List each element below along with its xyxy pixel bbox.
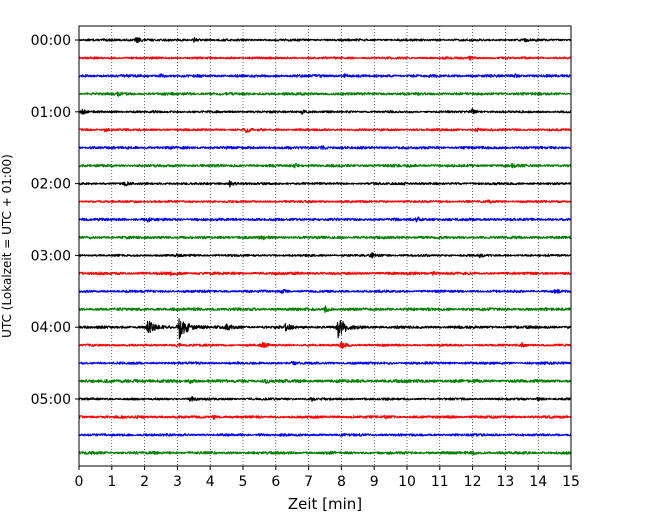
trace-00:00 <box>78 36 572 44</box>
trace-04:45 <box>78 378 572 385</box>
trace-01:45 <box>78 162 572 169</box>
x-axis-ticks: 0 1 2 3 4 5 6 7 8 9 10 11 12 13 14 15 <box>75 466 580 490</box>
y-axis-label: UTC (Lokalzeit = UTC + 01:00) <box>0 154 14 338</box>
trace-03:30 <box>78 288 572 294</box>
x-tick-label: 10 <box>398 474 416 490</box>
x-tick-label: 12 <box>464 474 482 490</box>
x-tick-label: 2 <box>140 474 149 490</box>
trace-02:15 <box>78 199 572 204</box>
trace-00:45 <box>78 91 572 97</box>
x-axis-label: Zeit [min] <box>288 495 362 513</box>
x-tick-label: 3 <box>173 474 182 490</box>
x-tick-label: 15 <box>562 474 580 490</box>
y-tick-label: 02:00 <box>31 177 71 193</box>
trace-01:15 <box>78 127 572 134</box>
trace-01:30 <box>78 145 572 151</box>
x-tick-label: 8 <box>337 474 346 490</box>
y-axis-ticks: 00:00 01:00 02:00 03:00 04:00 05:00 <box>31 33 79 408</box>
x-tick-label: 6 <box>271 474 280 490</box>
trace-04:00 <box>78 318 572 340</box>
plot-frame <box>78 25 572 467</box>
trace-02:45 <box>78 235 572 241</box>
trace-04:30 <box>78 360 572 366</box>
trace-05:00 <box>78 396 572 402</box>
trace-05:30 <box>78 433 572 437</box>
x-tick-label: 9 <box>370 474 379 490</box>
x-tick-label: 5 <box>239 474 248 490</box>
y-tick-label: 00:00 <box>31 33 71 49</box>
trace-02:00 <box>78 180 572 188</box>
x-tick-label: 4 <box>206 474 215 490</box>
trace-05:15 <box>78 414 572 420</box>
x-tick-label: 7 <box>304 474 313 490</box>
trace-00:15 <box>78 55 572 61</box>
x-tick-label: 1 <box>107 474 116 490</box>
y-tick-label: 03:00 <box>31 248 71 264</box>
grid-lines <box>111 26 539 466</box>
trace-04:15 <box>78 341 572 349</box>
x-tick-label: 0 <box>75 474 84 490</box>
x-tick-label: 14 <box>529 474 547 490</box>
y-tick-label: 05:00 <box>31 392 71 408</box>
trace-03:15 <box>78 270 572 276</box>
y-tick-label: 04:00 <box>31 320 71 336</box>
x-tick-label: 11 <box>431 474 449 490</box>
trace-series <box>78 36 572 456</box>
y-tick-label: 01:00 <box>31 105 71 121</box>
trace-03:45 <box>78 305 572 314</box>
trace-02:30 <box>78 216 572 223</box>
trace-05:45 <box>78 450 572 456</box>
trace-00:30 <box>78 73 572 79</box>
trace-03:00 <box>78 252 572 259</box>
x-tick-label: 13 <box>496 474 514 490</box>
trace-01:00 <box>78 108 572 115</box>
